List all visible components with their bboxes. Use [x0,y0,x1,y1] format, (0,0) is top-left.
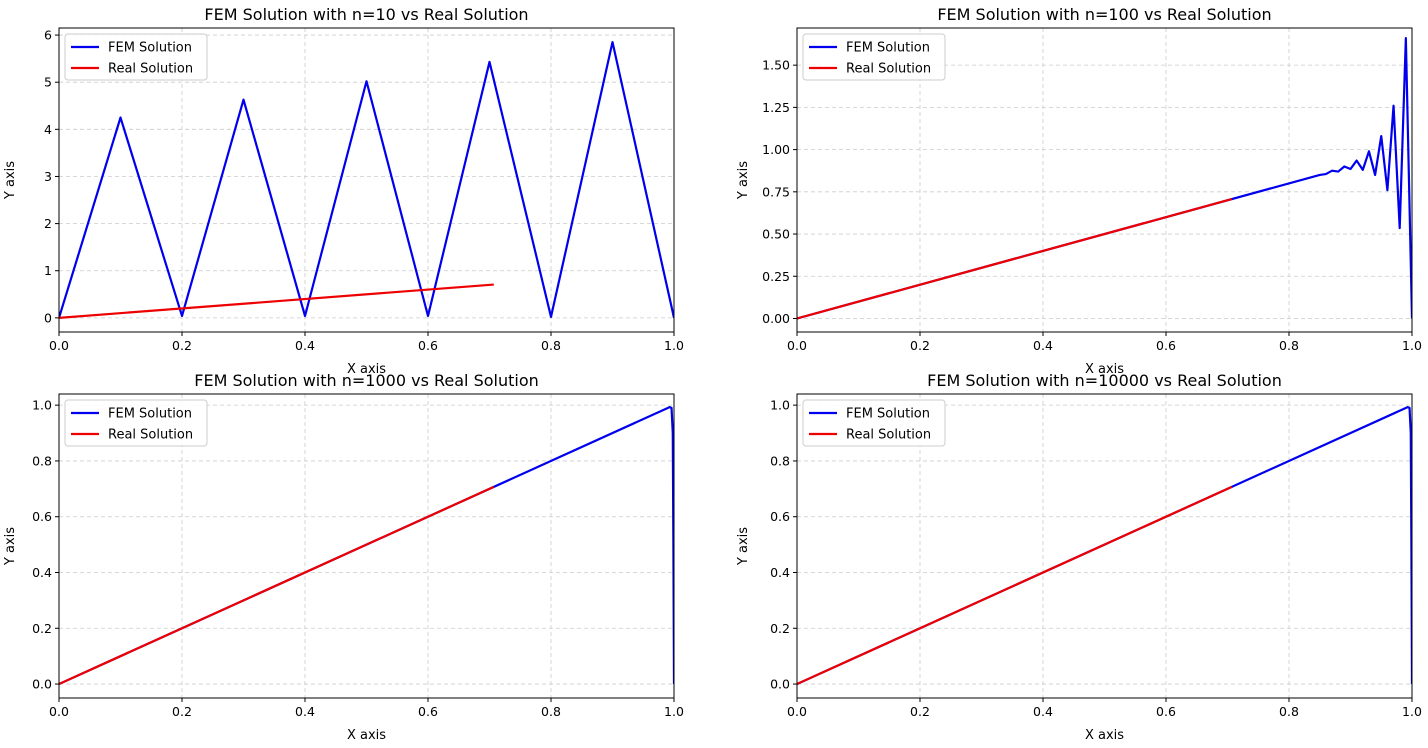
y-tick-label: 0.0 [32,677,52,692]
series-group [797,406,1412,686]
y-tick-label: 0.2 [770,621,790,636]
y-tick-label: 5 [44,75,52,90]
series-line-real [797,198,1233,320]
x-tick-label: 1.0 [664,704,684,719]
y-tick-label: 0.25 [762,269,790,284]
y-tick-label: 4 [44,122,52,137]
y-tick-label: 0.2 [32,621,52,636]
series-group [797,37,1412,320]
series-line-fem [59,406,674,686]
y-tick-label: 3 [44,169,52,184]
axes-frame [796,27,1413,333]
x-tick-label: 0.8 [1279,704,1299,719]
x-tick-label: 1.0 [1402,704,1422,719]
legend-label-fem: FEM Solution [846,407,930,422]
legend-label-fem: FEM Solution [108,407,192,422]
legend-box [64,33,208,81]
legend-label-fem: FEM Solution [846,41,930,56]
y-tick-label: 0.0 [770,677,790,692]
chart-title: FEM Solution with n=1000 vs Real Solutio… [194,371,539,390]
x-tick-label: 0.2 [172,338,192,353]
series-line-real [797,485,1233,686]
y-tick-label: 2 [44,216,52,231]
series-group [59,41,674,319]
x-tick-label: 1.0 [1402,338,1422,353]
x-tick-label: 0.6 [418,338,438,353]
x-tick-label: 0.8 [1279,338,1299,353]
series-line-real [59,283,494,319]
x-axis-label: X axis [347,728,386,743]
y-axis-label: Y axis [736,161,751,200]
subplot-1: 0.0 0.2 0.4 0.6 0.8 1.0 0 1 2 3 4 5 6 FEM Solution wi… [3,5,684,377]
y-tick-label: 6 [44,28,52,43]
y-tick-label: 1.0 [770,398,790,413]
x-tick-label: 0.4 [1033,338,1053,353]
x-axis-label: X axis [347,362,386,377]
y-tick-label: 1.50 [762,58,790,73]
series-line-fem [797,406,1412,686]
x-axis-label: X axis [1085,728,1124,743]
series-line-fem [797,37,1412,320]
x-tick-label: 0.8 [541,338,561,353]
y-tick-label: 0.75 [762,184,790,199]
chart-title: FEM Solution with n=10000 vs Real Soluti… [927,371,1282,390]
y-tick-label: 0.6 [770,509,790,524]
legend-label-real: Real Solution [846,428,931,443]
legend-label-real: Real Solution [108,428,193,443]
x-tick-label: 0.6 [1156,338,1176,353]
x-tick-label: 0.0 [787,704,807,719]
legend-label-real: Real Solution [846,62,931,77]
chart-title: FEM Solution with n=10 vs Real Solution [204,5,528,24]
y-tick-label: 1 [44,263,52,278]
legend-box [802,399,946,447]
y-tick-label: 1.00 [762,142,790,157]
x-tick-label: 0.0 [787,338,807,353]
x-tick-label: 0.2 [910,704,930,719]
x-tick-label: 0.0 [49,338,69,353]
y-tick-label: 0.8 [32,453,52,468]
y-tick-label: 0.50 [762,227,790,242]
subplot-3: 0.0 0.2 0.4 0.6 0.8 1.0 0.0 0.2 0.4 0.6 0.8 1.0 FEM … [3,371,684,743]
series-line-real [59,485,495,686]
y-tick-label: 0.4 [770,565,790,580]
y-axis-label: Y axis [3,161,18,200]
y-tick-label: 0.4 [32,565,52,580]
x-tick-label: 0.4 [295,338,315,353]
x-tick-label: 0.4 [295,704,315,719]
x-tick-label: 0.4 [1033,704,1053,719]
legend-label-real: Real Solution [108,62,193,77]
y-tick-label: 1.0 [32,398,52,413]
axes-frame [58,27,675,333]
series-line-fem [59,41,674,319]
x-tick-label: 1.0 [664,338,684,353]
series-group [59,406,674,686]
x-tick-label: 0.6 [418,704,438,719]
y-axis-label: Y axis [3,527,18,566]
legend-label-fem: FEM Solution [108,41,192,56]
x-axis-label: X axis [1085,362,1124,377]
subplot-4: 0.0 0.2 0.4 0.6 0.8 1.0 0.0 0.2 0.4 0.6 0.8 1.0 FEM … [736,371,1422,743]
y-tick-label: 0.8 [770,453,790,468]
legend-box [802,33,946,81]
subplot-2: 0.0 0.2 0.4 0.6 0.8 1.0 0.00 0.25 0.50 0.75 1.00 1.… [736,5,1422,377]
x-tick-label: 0.0 [49,704,69,719]
axes-frame [58,393,675,699]
y-tick-label: 0.6 [32,509,52,524]
x-tick-label: 0.2 [172,704,192,719]
legend-box [64,399,208,447]
x-tick-label: 0.8 [541,704,561,719]
y-tick-label: 0.00 [762,311,790,326]
chart-title: FEM Solution with n=100 vs Real Solution [937,5,1271,24]
axes-frame [796,393,1413,699]
y-tick-label: 0 [44,310,52,325]
y-tick-label: 1.25 [762,100,790,115]
y-axis-label: Y axis [736,527,751,566]
x-tick-label: 0.6 [1156,704,1176,719]
x-tick-label: 0.2 [910,338,930,353]
